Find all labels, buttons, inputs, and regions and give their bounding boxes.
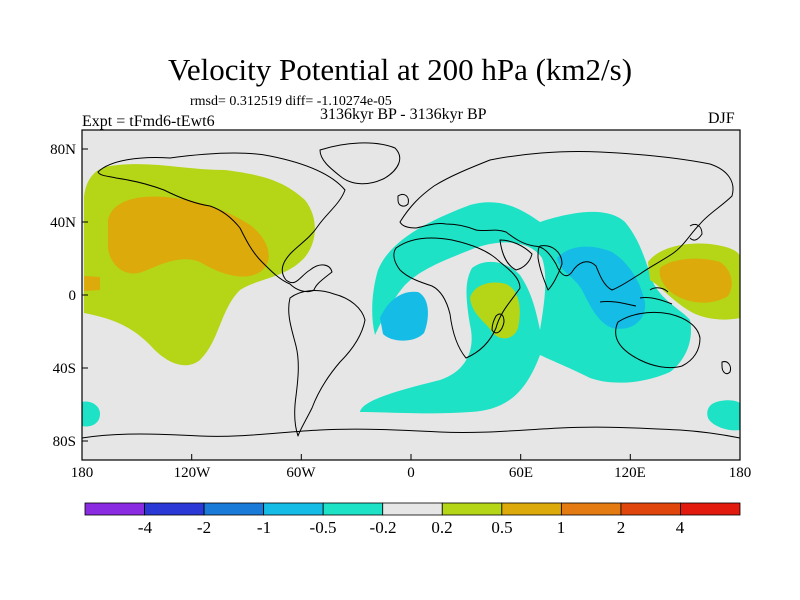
x-tick-label-120w: 120W [173, 465, 211, 481]
coast-africa [393, 237, 521, 359]
colorbar-label: -4 [137, 518, 153, 537]
y-tick-label-40n: 40N [50, 215, 76, 231]
colorbar-label: -1 [256, 518, 272, 537]
y-tick-label-80n: 80N [50, 142, 76, 158]
experiment-text: Expt = tFmd6-tEwt6 [82, 113, 215, 130]
colorbar-label: 0.2 [431, 518, 453, 537]
coast-india [537, 245, 563, 291]
colorbar-label: -0.5 [309, 518, 337, 537]
colorbar-segment [680, 502, 741, 516]
colorbar-label: 1 [556, 518, 566, 537]
colorbar-segment [501, 502, 562, 516]
x-tick-label-180w: 180 [70, 465, 94, 481]
colorbar-label: 2 [616, 518, 626, 537]
positive-region-madagascar [470, 282, 520, 339]
y-tick-label-40s: 40S [52, 361, 76, 377]
coast-new-zealand [721, 361, 731, 375]
coast-south-america [288, 290, 366, 437]
coast-eurasia [399, 150, 734, 291]
colorbar-label: -0.2 [369, 518, 397, 537]
x-tick-label-60e: 60E [508, 465, 534, 481]
coast-antarctica [81, 426, 741, 439]
map-panel [81, 129, 741, 461]
y-axis-ticks [82, 148, 88, 442]
colorbar-segment [560, 502, 622, 516]
colorbar-label: 0.5 [491, 518, 513, 537]
x-tick-label-60w: 60W [286, 465, 316, 481]
positive-region-west-pacific-core [659, 258, 732, 303]
colorbar-segment [441, 502, 503, 516]
coast-arabia [499, 239, 533, 271]
y-tick-label-80s: 80S [52, 434, 76, 450]
coast-uk [397, 193, 409, 207]
x-tick-label-0: 0 [407, 465, 415, 481]
colorbar-label: 4 [675, 518, 685, 537]
page-title: Velocity Potential at 200 hPa (km2/s) [167, 52, 633, 87]
positive-region-central-pacific-edge [84, 276, 100, 291]
colorbar-segment [263, 502, 324, 516]
coastlines [81, 142, 741, 439]
colorbar-label: -2 [196, 518, 212, 537]
y-tick-label-0: 0 [68, 288, 77, 304]
stats-text: rmsd= 0.312519 diff= -1.10274e-05 [190, 94, 392, 109]
colorbar-segment [84, 502, 145, 516]
x-tick-label-180e: 180 [728, 465, 752, 481]
negative-region-south-atlantic-core [380, 291, 428, 341]
coast-australia [615, 311, 701, 369]
period-text: 3136kyr BP - 3136kyr BP [320, 106, 487, 123]
season-text: DJF [708, 110, 735, 127]
colorbar-segment [322, 502, 384, 516]
negative-region-southern-edge-east [707, 400, 740, 431]
coast-greenland [319, 142, 401, 185]
colorbar-segment [620, 502, 681, 516]
colorbar-segment [382, 502, 443, 516]
colorbar-segment [203, 502, 265, 516]
x-tick-label-120e: 120E [614, 465, 646, 481]
coast-japan [689, 223, 703, 241]
negative-region-maritime-continent-core [557, 246, 646, 329]
negative-region-southern-edge-west [82, 401, 100, 427]
colorbar [84, 502, 741, 516]
colorbar-segment [144, 502, 205, 516]
coast-madagascar [491, 313, 505, 334]
coast-indonesia [599, 287, 673, 307]
coast-north-america [97, 152, 346, 293]
x-axis-ticks [81, 454, 741, 460]
